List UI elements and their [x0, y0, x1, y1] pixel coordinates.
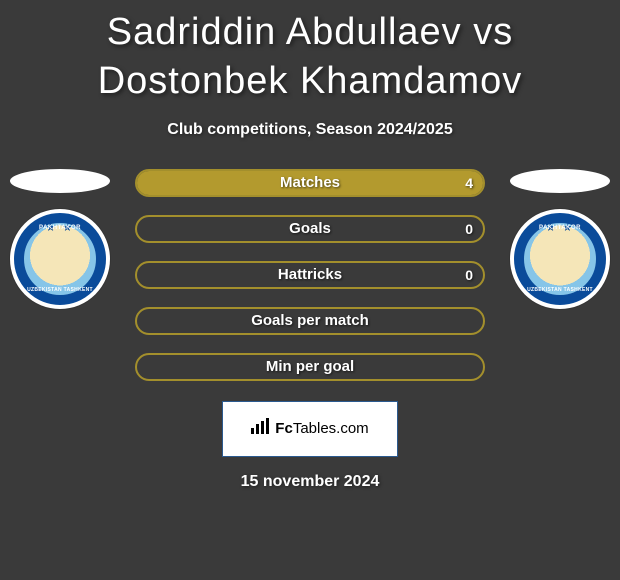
- player-right-club-crest: ★ ★ PAKHTAKOR UZBEKISTAN TASHKENT: [510, 209, 610, 309]
- stat-row: Goals per match: [135, 307, 485, 335]
- logo-text: FcTables.com: [275, 420, 368, 437]
- stat-row: Goals 0: [135, 215, 485, 243]
- fctables-logo: FcTables.com: [222, 401, 398, 457]
- stat-label: Matches: [280, 174, 340, 191]
- player-right-photo-placeholder: [510, 169, 610, 193]
- stat-right-value: 4: [465, 175, 473, 191]
- crest-bottom-text: UZBEKISTAN TASHKENT: [24, 287, 96, 293]
- stat-row: Hattricks 0: [135, 261, 485, 289]
- stat-label: Hattricks: [278, 266, 342, 283]
- stat-right-value: 0: [465, 267, 473, 283]
- chart-icon: [251, 418, 271, 439]
- comparison-content: ★ ★ PAKHTAKOR UZBEKISTAN TASHKENT ★ ★ PA…: [0, 169, 620, 491]
- stat-right-value: 0: [465, 221, 473, 237]
- player-right-column: ★ ★ PAKHTAKOR UZBEKISTAN TASHKENT: [508, 169, 612, 309]
- crest-top-text: PAKHTAKOR: [24, 225, 96, 231]
- page-title: Sadriddin Abdullaev vs Dostonbek Khamdam…: [0, 0, 620, 107]
- crest-bottom-text: UZBEKISTAN TASHKENT: [524, 287, 596, 293]
- player-left-club-crest: ★ ★ PAKHTAKOR UZBEKISTAN TASHKENT: [10, 209, 110, 309]
- crest-top-text: PAKHTAKOR: [524, 225, 596, 231]
- stat-label: Goals: [289, 220, 331, 237]
- stats-list: Matches 4 Goals 0 Hattricks 0 Goals per match M…: [135, 169, 485, 381]
- player-left-column: ★ ★ PAKHTAKOR UZBEKISTAN TASHKENT: [8, 169, 112, 309]
- stat-label: Goals per match: [251, 312, 369, 329]
- stat-row: Min per goal: [135, 353, 485, 381]
- stat-label: Min per goal: [266, 358, 354, 375]
- stat-row: Matches 4: [135, 169, 485, 197]
- subtitle: Club competitions, Season 2024/2025: [0, 121, 620, 139]
- date-label: 15 november 2024: [0, 473, 620, 491]
- player-left-photo-placeholder: [10, 169, 110, 193]
